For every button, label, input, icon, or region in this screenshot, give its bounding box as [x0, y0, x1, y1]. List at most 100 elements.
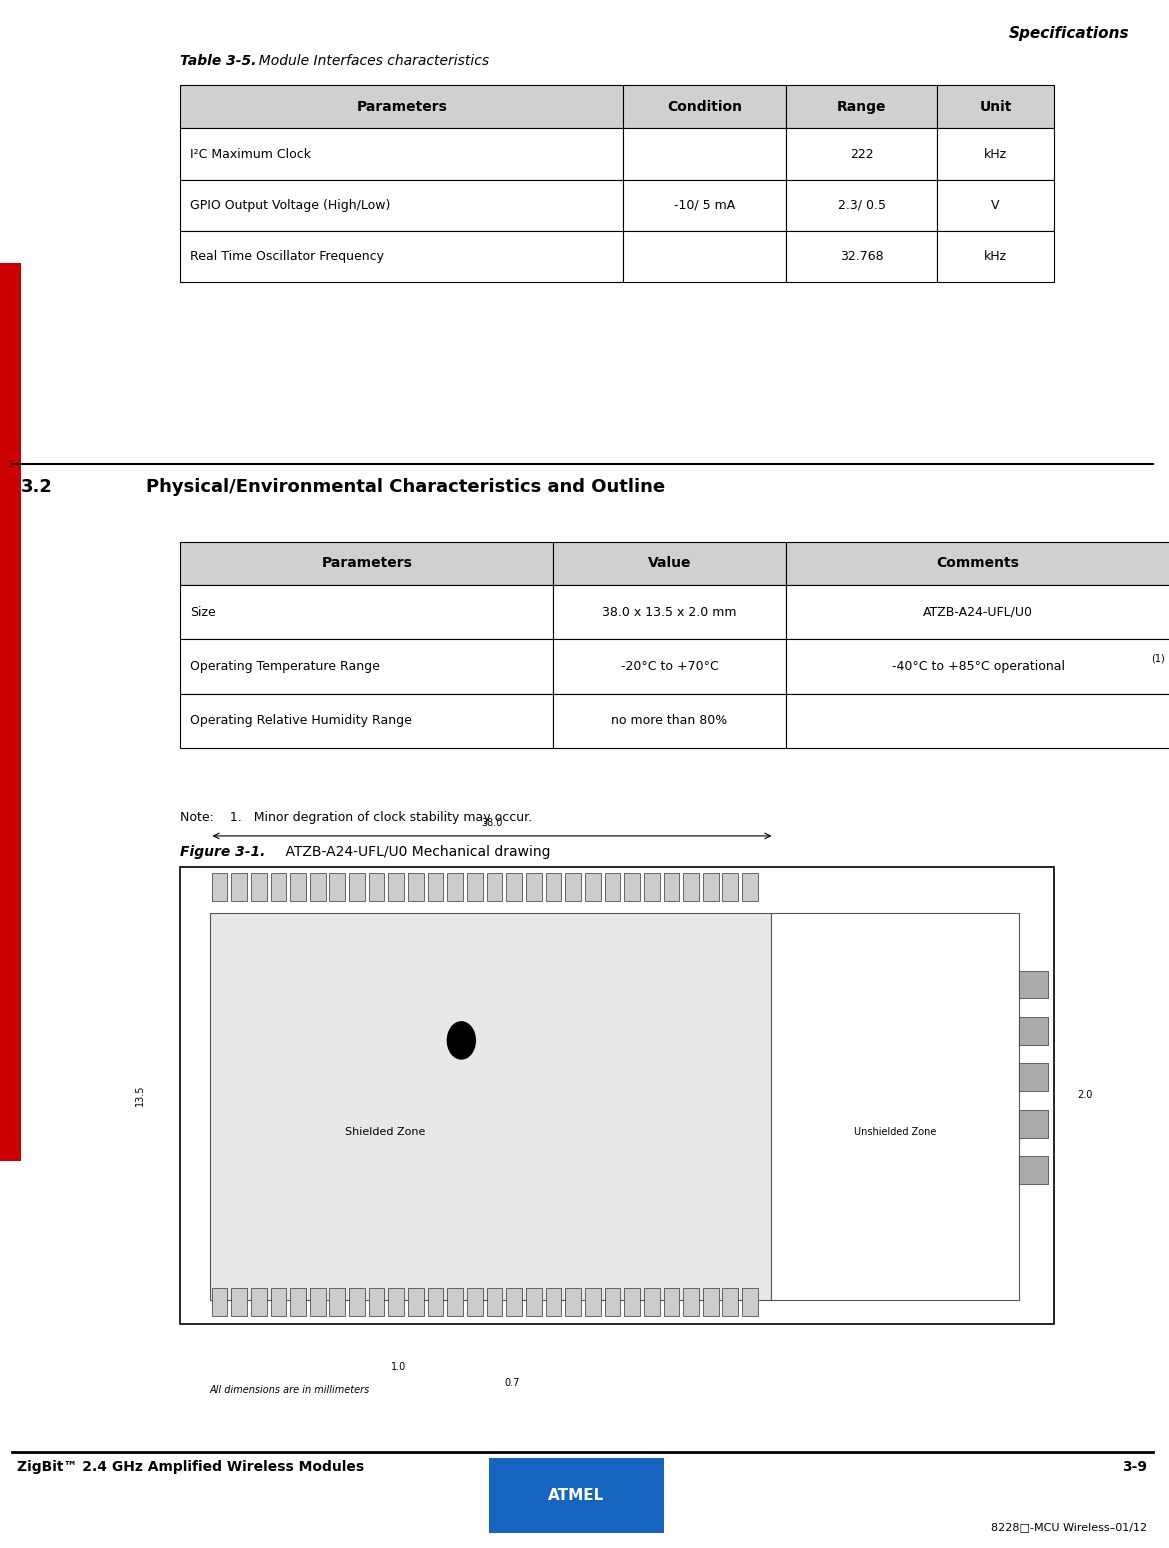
- Text: Size: Size: [189, 605, 215, 619]
- Text: Operating Relative Humidity Range: Operating Relative Humidity Range: [189, 714, 411, 728]
- Bar: [1019, 1156, 1049, 1184]
- Bar: [546, 873, 561, 901]
- Text: ATZB-A24-UFL/U0: ATZB-A24-UFL/U0: [924, 605, 1033, 619]
- Bar: [180, 128, 623, 180]
- Bar: [584, 1288, 601, 1316]
- Text: Operating Temperature Range: Operating Temperature Range: [189, 659, 380, 673]
- Text: Unshielded Zone: Unshielded Zone: [855, 1127, 936, 1136]
- Text: 2.3/ 0.5: 2.3/ 0.5: [838, 198, 886, 212]
- Bar: [786, 694, 1169, 748]
- Text: Parameters: Parameters: [321, 556, 413, 571]
- Text: kHz: kHz: [984, 249, 1008, 263]
- Bar: [553, 585, 786, 639]
- Bar: [330, 873, 345, 901]
- Bar: [938, 85, 1053, 128]
- Bar: [350, 1288, 365, 1316]
- Bar: [584, 873, 601, 901]
- Text: kHz: kHz: [984, 147, 1008, 161]
- Bar: [703, 1288, 719, 1316]
- Text: -10/ 5 mA: -10/ 5 mA: [673, 198, 735, 212]
- Bar: [290, 873, 306, 901]
- Bar: [938, 231, 1053, 282]
- Bar: [506, 873, 523, 901]
- Bar: [722, 1288, 738, 1316]
- Text: I²C Maximum Clock: I²C Maximum Clock: [189, 147, 311, 161]
- Bar: [486, 873, 503, 901]
- Bar: [408, 1288, 424, 1316]
- Bar: [703, 873, 719, 901]
- Bar: [624, 1288, 639, 1316]
- Text: Figure 3-1.: Figure 3-1.: [180, 845, 265, 859]
- Bar: [623, 85, 786, 128]
- Bar: [742, 1288, 758, 1316]
- Bar: [566, 873, 581, 901]
- Bar: [408, 873, 424, 901]
- Text: 32.768: 32.768: [839, 249, 884, 263]
- Bar: [786, 585, 1169, 639]
- Bar: [180, 231, 623, 282]
- Text: ATMEL: ATMEL: [548, 1488, 604, 1503]
- Bar: [270, 1288, 286, 1316]
- Text: (1): (1): [1150, 653, 1164, 664]
- Bar: [388, 873, 404, 901]
- Text: Module Interfaces characteristics: Module Interfaces characteristics: [250, 54, 490, 68]
- Bar: [938, 180, 1053, 231]
- Text: ZigBit™ 2.4 GHz Amplified Wireless Modules: ZigBit™ 2.4 GHz Amplified Wireless Modul…: [18, 1460, 365, 1474]
- Text: 8228□-MCU Wireless–01/12: 8228□-MCU Wireless–01/12: [991, 1523, 1147, 1533]
- Text: 1.0: 1.0: [392, 1362, 407, 1372]
- Bar: [448, 1288, 463, 1316]
- Bar: [231, 1288, 247, 1316]
- Bar: [623, 180, 786, 231]
- Bar: [786, 85, 938, 128]
- Bar: [786, 128, 938, 180]
- Text: Physical/Environmental Characteristics and Outline: Physical/Environmental Characteristics a…: [146, 478, 665, 497]
- Bar: [1019, 971, 1049, 998]
- Text: Note:    1.   Minor degration of clock stability may occur.: Note: 1. Minor degration of clock stabil…: [180, 811, 533, 824]
- Bar: [644, 1288, 659, 1316]
- Bar: [180, 585, 553, 639]
- Bar: [1019, 1110, 1049, 1138]
- Bar: [772, 913, 1019, 1300]
- Bar: [212, 873, 227, 901]
- Bar: [368, 1288, 385, 1316]
- Bar: [310, 873, 325, 901]
- Bar: [664, 1288, 679, 1316]
- Text: Value: Value: [648, 556, 691, 571]
- Text: 13.5: 13.5: [134, 1085, 145, 1105]
- Bar: [786, 180, 938, 231]
- Bar: [290, 1288, 306, 1316]
- Text: Specifications: Specifications: [1009, 26, 1129, 42]
- Bar: [468, 873, 483, 901]
- Bar: [1019, 1017, 1049, 1045]
- Text: 3-9: 3-9: [1122, 1460, 1147, 1474]
- Bar: [310, 1288, 325, 1316]
- Bar: [251, 873, 267, 901]
- Bar: [231, 873, 247, 901]
- Text: GPIO Output Voltage (High/Low): GPIO Output Voltage (High/Low): [189, 198, 390, 212]
- Bar: [623, 231, 786, 282]
- Bar: [209, 913, 772, 1300]
- Text: -40°C to +85°C operational: -40°C to +85°C operational: [892, 659, 1065, 673]
- Text: V: V: [991, 198, 999, 212]
- Circle shape: [448, 1022, 476, 1059]
- Bar: [664, 873, 679, 901]
- Text: Real Time Oscillator Frequency: Real Time Oscillator Frequency: [189, 249, 383, 263]
- Bar: [180, 639, 553, 694]
- Bar: [212, 1288, 227, 1316]
- Bar: [546, 1288, 561, 1316]
- Bar: [180, 85, 623, 128]
- Text: 38.0 x 13.5 x 2.0 mm: 38.0 x 13.5 x 2.0 mm: [602, 605, 736, 619]
- Bar: [624, 873, 639, 901]
- Text: 0.7: 0.7: [505, 1378, 520, 1387]
- Bar: [1019, 1063, 1049, 1091]
- Bar: [623, 128, 786, 180]
- Text: Table 3-5.: Table 3-5.: [180, 54, 257, 68]
- Bar: [786, 639, 1169, 694]
- Text: Condition: Condition: [667, 99, 742, 115]
- Bar: [526, 1288, 541, 1316]
- Bar: [683, 873, 699, 901]
- Bar: [722, 873, 738, 901]
- Bar: [489, 1458, 664, 1533]
- Bar: [742, 873, 758, 901]
- Bar: [330, 1288, 345, 1316]
